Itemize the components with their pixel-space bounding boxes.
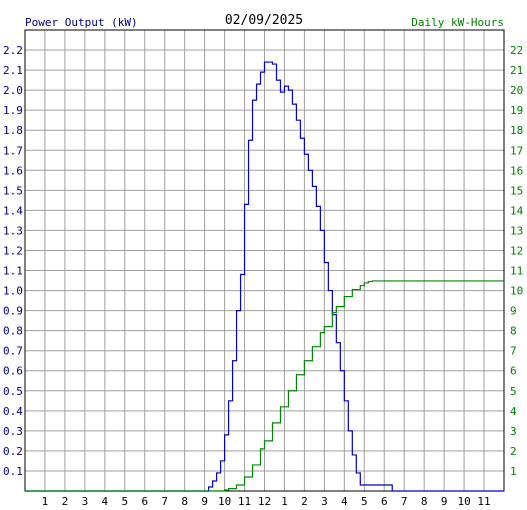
left-y-tick-label: 1.1 — [3, 265, 23, 278]
right-y-tick-label: 5 — [510, 385, 517, 398]
right-y-tick-label: 18 — [510, 124, 523, 137]
right-y-tick-label: 21 — [510, 64, 523, 77]
left-y-tick-label: 1.5 — [3, 184, 23, 197]
right-y-tick-label: 3 — [510, 425, 517, 438]
left-y-tick-label: 1.6 — [3, 164, 23, 177]
x-tick-label: 8 — [181, 495, 188, 508]
left-y-tick-label: 1.7 — [3, 144, 23, 157]
right-axis-label: Daily kW-Hours — [411, 16, 504, 29]
right-y-tick-label: 9 — [510, 305, 517, 318]
right-y-tick-label: 4 — [510, 405, 517, 418]
x-tick-label: 5 — [121, 495, 128, 508]
right-y-tick-label: 14 — [510, 204, 524, 217]
x-tick-label: 11 — [477, 495, 490, 508]
left-y-tick-label: 1.9 — [3, 104, 23, 117]
left-y-tick-label: 0.6 — [3, 365, 23, 378]
left-y-tick-label: 1.2 — [3, 244, 23, 257]
x-tick-label: 7 — [401, 495, 408, 508]
x-tick-label: 9 — [201, 495, 208, 508]
right-y-tick-label: 22 — [510, 44, 523, 57]
left-y-tick-label: 0.4 — [3, 405, 23, 418]
x-tick-label: 6 — [381, 495, 388, 508]
daily-energy-line — [25, 280, 504, 492]
x-tick-label: 6 — [141, 495, 148, 508]
right-y-tick-label: 13 — [510, 224, 523, 237]
left-y-tick-label: 2.2 — [3, 44, 23, 57]
x-tick-label: 2 — [301, 495, 308, 508]
x-tick-label: 8 — [421, 495, 428, 508]
right-y-tick-label: 8 — [510, 325, 517, 338]
left-y-tick-label: 1.8 — [3, 124, 23, 137]
x-tick-label: 4 — [341, 495, 348, 508]
right-y-tick-label: 12 — [510, 244, 523, 257]
right-y-tick-label: 15 — [510, 184, 523, 197]
x-tick-label: 2 — [62, 495, 69, 508]
left-axis-label: Power Output (kW) — [25, 16, 138, 29]
x-tick-label: 4 — [102, 495, 109, 508]
x-tick-label: 12 — [258, 495, 271, 508]
right-y-tick-label: 7 — [510, 345, 517, 358]
plot-frame — [24, 29, 505, 492]
left-y-tick-label: 1.4 — [3, 204, 23, 217]
left-y-tick-label: 1.3 — [3, 224, 23, 237]
left-y-tick-label: 0.9 — [3, 305, 23, 318]
right-y-tick-label: 10 — [510, 285, 523, 298]
right-y-tick-label: 17 — [510, 144, 523, 157]
left-y-tick-label: 0.7 — [3, 345, 23, 358]
right-y-tick-label: 19 — [510, 104, 523, 117]
x-tick-label: 10 — [457, 495, 470, 508]
series-lines — [25, 61, 504, 492]
right-y-tick-label: 16 — [510, 164, 523, 177]
right-y-tick-label: 2 — [510, 445, 517, 458]
grid — [25, 30, 504, 491]
x-tick-label: 7 — [161, 495, 168, 508]
x-tick-label: 1 — [42, 495, 49, 508]
left-y-tick-label: 0.5 — [3, 385, 23, 398]
x-tick-label: 3 — [82, 495, 89, 508]
x-tick-label: 1 — [281, 495, 288, 508]
left-y-tick-label: 0.2 — [3, 445, 23, 458]
left-y-tick-label: 2.0 — [3, 84, 23, 97]
x-tick-label: 11 — [238, 495, 251, 508]
right-y-tick-label: 6 — [510, 365, 517, 378]
left-y-tick-label: 1.0 — [3, 285, 23, 298]
x-tick-label: 3 — [321, 495, 328, 508]
right-y-tick-label: 11 — [510, 265, 523, 278]
left-y-tick-label: 0.3 — [3, 425, 23, 438]
left-y-tick-label: 0.1 — [3, 465, 23, 478]
left-y-tick-label: 2.1 — [3, 64, 23, 77]
power-output-line — [25, 61, 504, 492]
left-y-tick-label: 0.8 — [3, 325, 23, 338]
right-y-tick-label: 1 — [510, 465, 517, 478]
x-tick-label: 5 — [361, 495, 368, 508]
x-tick-label: 10 — [218, 495, 231, 508]
chart-title: 02/09/2025 — [225, 13, 303, 28]
x-tick-label: 9 — [441, 495, 448, 508]
tick-labels: 1 2 3 4 5 6 7 8 9 10 11 12 1 2 3 4 5 6 7 8 9 10 110.10.20.30.4… — [3, 44, 524, 508]
right-y-tick-label: 20 — [510, 84, 523, 97]
